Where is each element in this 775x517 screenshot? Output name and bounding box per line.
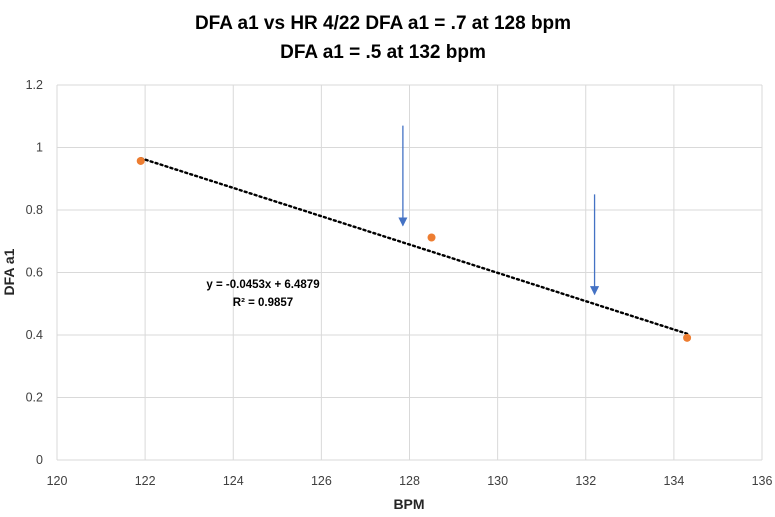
- data-point: [683, 333, 692, 342]
- x-tick-label: 132: [575, 474, 596, 488]
- chart-title-line-2: DFA a1 = .5 at 132 bpm: [280, 42, 486, 63]
- y-tick-label: 0.8: [26, 203, 43, 217]
- tick-labels: 120 122 124 126 128 130 132 134 136 0 0.2 0.4 0.6 0.8…: [26, 78, 773, 488]
- annotation-arrows: [398, 125, 600, 296]
- y-tick-label: 0.6: [26, 266, 43, 280]
- chart-title-line-1: DFA a1 vs HR 4/22 DFA a1 = .7 at 128 bpm: [195, 13, 571, 34]
- gridlines: [56, 84, 763, 461]
- x-tick-label: 122: [135, 474, 156, 488]
- x-tick-label: 134: [663, 474, 684, 488]
- trendline-r-squared: R² = 0.9857: [233, 297, 293, 309]
- trendline-group: [139, 156, 689, 335]
- x-axis-title: BPM: [393, 496, 424, 512]
- y-tick-label: 1: [36, 141, 43, 155]
- x-tick-label: 136: [752, 474, 773, 488]
- y-tick-label: 1.2: [26, 78, 43, 92]
- data-points: [136, 156, 692, 342]
- trendline: [139, 156, 689, 335]
- y-tick-label: 0.2: [26, 391, 43, 405]
- y-axis-title: DFA a1: [1, 248, 17, 295]
- x-tick-label: 124: [223, 474, 244, 488]
- data-point: [136, 156, 145, 165]
- data-point: [427, 233, 436, 242]
- x-tick-label: 120: [47, 474, 68, 488]
- y-tick-label: 0: [36, 453, 43, 467]
- x-tick-label: 126: [311, 474, 332, 488]
- trendline-equation: y = -0.0453x + 6.4879: [206, 279, 319, 291]
- x-tick-label: 130: [487, 474, 508, 488]
- x-tick-label: 128: [399, 474, 420, 488]
- y-tick-label: 0.4: [26, 328, 43, 342]
